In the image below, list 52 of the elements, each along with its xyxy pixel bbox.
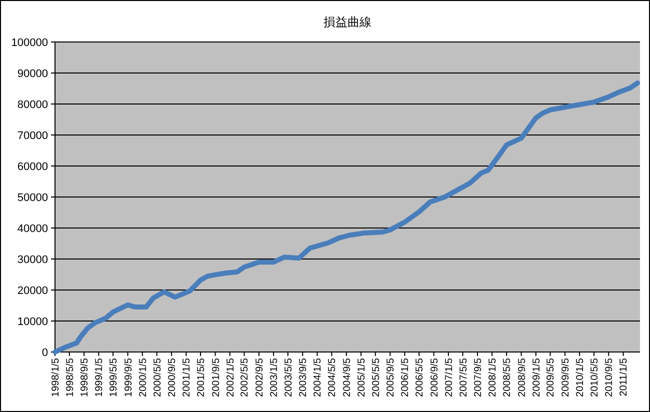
y-tick-label: 90000 xyxy=(17,68,48,80)
x-tick-label: 1998/5/5 xyxy=(64,358,76,397)
x-tick-label: 2003/9/5 xyxy=(298,358,310,397)
x-tick-label: 1999/9/5 xyxy=(123,358,134,397)
x-tick-label: 2002/5/5 xyxy=(240,358,251,397)
x-tick-label: 2009/9/5 xyxy=(560,358,572,397)
x-tick-label: 2008/9/5 xyxy=(516,358,528,397)
x-tick-label: 2000/5/5 xyxy=(152,358,164,397)
x-tick-label: 1999/1/5 xyxy=(94,358,106,397)
y-tick-label: 10000 xyxy=(17,316,48,328)
x-tick-label: 2009/1/5 xyxy=(531,358,542,397)
x-tick-label: 2005/9/5 xyxy=(386,358,397,397)
x-tick-label: 2006/9/5 xyxy=(429,358,440,397)
y-tick-label: 50000 xyxy=(17,192,48,204)
x-tick-label: 2005/1/5 xyxy=(356,358,368,397)
x-tick-label: 2001/9/5 xyxy=(210,358,222,397)
x-tick-label: 2003/1/5 xyxy=(269,358,280,397)
x-tick-label: 2006/1/5 xyxy=(400,358,412,397)
x-tick-label: 2008/1/5 xyxy=(488,358,499,397)
x-tick-label: 2003/5/5 xyxy=(283,358,294,397)
x-tick-label: 2011/1/5 xyxy=(618,358,630,396)
x-tick-label: 2002/9/5 xyxy=(254,358,266,397)
x-tick-label: 1998/1/5 xyxy=(50,358,62,397)
x-tick-label: 2000/1/5 xyxy=(138,358,149,397)
x-tick-label: 2004/1/5 xyxy=(312,358,324,397)
x-tick-label: 2004/9/5 xyxy=(342,358,353,397)
y-tick-label: 60000 xyxy=(17,161,48,173)
x-tick-label: 2007/1/5 xyxy=(444,358,455,397)
x-tick-label: 2009/5/5 xyxy=(546,358,557,397)
x-tick-label: 1998/9/5 xyxy=(80,358,91,397)
x-tick-label: 2010/5/5 xyxy=(589,358,600,397)
y-tick-label: 80000 xyxy=(17,99,48,111)
y-tick-label: 0 xyxy=(42,347,48,359)
x-tick-label: 2006/5/5 xyxy=(414,358,426,397)
x-tick-label: 2010/9/5 xyxy=(604,358,616,397)
x-tick-label: 2008/5/5 xyxy=(502,358,514,397)
x-tick-label: 2007/9/5 xyxy=(472,358,484,397)
x-tick-label: 2004/5/5 xyxy=(327,358,338,397)
y-tick-label: 70000 xyxy=(17,130,48,142)
y-tick-label: 20000 xyxy=(17,285,48,297)
x-tick-label: 2001/1/5 xyxy=(182,358,193,397)
x-tick-label: 2007/5/5 xyxy=(458,358,470,397)
chart-title: 損益曲線 xyxy=(324,15,372,29)
x-tick-label: 2002/1/5 xyxy=(225,358,236,397)
y-tick-label: 30000 xyxy=(17,254,48,266)
x-tick-label: 2000/9/5 xyxy=(167,358,178,397)
x-tick-label: 2001/5/5 xyxy=(196,358,208,397)
x-tick-label: 1999/5/5 xyxy=(108,358,120,397)
x-tick-label: 2005/5/5 xyxy=(370,358,382,397)
x-tick-label: 2010/1/5 xyxy=(575,358,586,397)
y-tick-label: 40000 xyxy=(17,223,48,235)
y-tick-label: 100000 xyxy=(11,37,48,49)
